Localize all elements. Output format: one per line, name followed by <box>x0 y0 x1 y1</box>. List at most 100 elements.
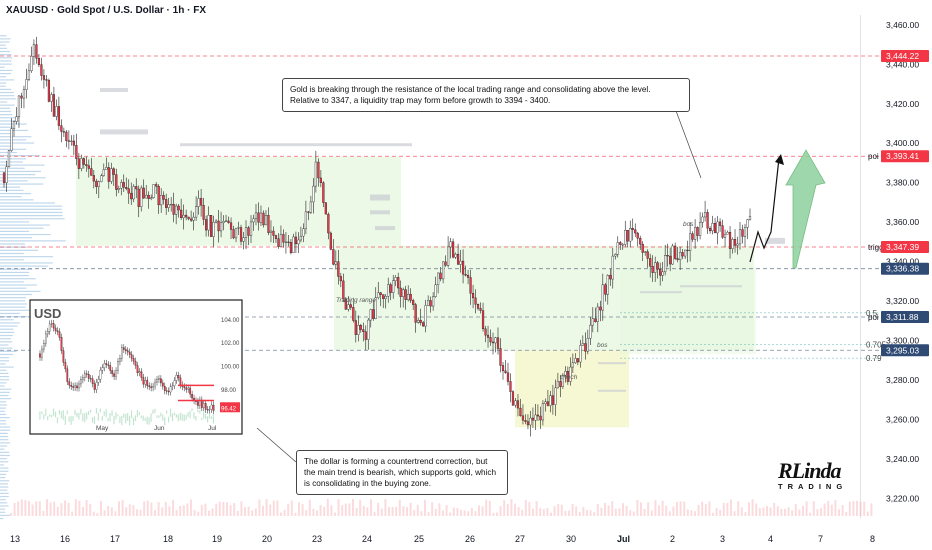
inset-candle-body <box>160 378 162 384</box>
volume-bar <box>830 504 833 516</box>
volume-profile-bar <box>0 442 11 444</box>
volume-bar <box>463 510 466 516</box>
volume-profile-bar <box>0 278 36 280</box>
volume-bar <box>262 505 264 516</box>
order-block <box>100 129 148 135</box>
candle-body <box>486 334 490 338</box>
candle-body <box>591 318 594 326</box>
candle-body <box>442 261 445 280</box>
volume-profile-bar <box>0 268 33 270</box>
inset-candle-body <box>72 386 74 388</box>
candle-body <box>372 309 375 319</box>
volume-profile-bar <box>0 227 44 229</box>
inset-volume-bar <box>52 408 55 416</box>
inset-candle-body <box>177 375 180 379</box>
candle-body <box>736 243 739 246</box>
x-tick-label: 27 <box>515 534 525 544</box>
y-tick-label: 3,400.00 <box>886 138 919 148</box>
candle-body <box>634 229 637 234</box>
inset-volume-bar <box>51 414 53 418</box>
volume-profile-bar <box>0 237 32 239</box>
volume-bar <box>593 512 596 516</box>
candle-body <box>90 168 93 176</box>
volume-bar <box>118 501 120 516</box>
volume-bar <box>859 501 862 516</box>
inset-candle-body <box>91 378 94 384</box>
inset-volume-bar <box>183 414 185 422</box>
candle-body <box>738 229 742 245</box>
volume-profile-bar <box>0 281 24 283</box>
volume-profile-bar <box>0 347 13 349</box>
candle-body <box>72 140 75 146</box>
candle-body <box>284 241 288 243</box>
volume-profile-bar <box>0 379 10 381</box>
inset-volume-bar <box>130 410 133 419</box>
volume-profile-bar <box>0 95 15 97</box>
volume-bar <box>647 502 650 516</box>
inset-candle-body <box>167 390 170 393</box>
inset-volume-bar <box>56 417 59 424</box>
y-tick-label: 3,320.00 <box>886 296 919 306</box>
candle-body <box>304 211 307 230</box>
volume-bar <box>805 501 808 516</box>
volume-bar <box>265 499 268 516</box>
inset-volume-bar <box>115 412 117 420</box>
inset-candle-body <box>183 386 186 388</box>
volume-profile-bar <box>0 262 53 264</box>
volume-bar <box>582 506 585 516</box>
volume-bar <box>49 502 52 516</box>
volume-profile-bar <box>0 252 24 255</box>
candle-body <box>299 235 303 241</box>
candle-body <box>142 187 145 199</box>
volume-bar <box>762 507 765 516</box>
inset-volume-bar <box>179 412 181 421</box>
volume-profile-bar <box>0 309 30 311</box>
volume-profile-bar <box>0 57 13 59</box>
inset-volume-bar <box>175 414 177 418</box>
volume-profile-bar <box>0 357 10 359</box>
candle-body <box>531 417 535 421</box>
volume-profile-bar <box>0 458 7 460</box>
inset-candle-body <box>64 362 67 370</box>
volume-profile-bar <box>0 249 39 251</box>
candle-body <box>30 56 33 72</box>
volume-bar <box>175 510 178 516</box>
x-tick-label: 25 <box>414 534 424 544</box>
candle-body <box>190 218 193 221</box>
candle-body <box>576 358 579 363</box>
candle-body <box>27 70 31 80</box>
inset-volume-bar <box>177 414 179 422</box>
volume-bar <box>10 512 12 516</box>
inset-candle-body <box>80 379 82 385</box>
candle-body <box>352 307 355 321</box>
inset-candle-body <box>189 387 191 395</box>
chart-annotation: Trading range <box>336 297 376 304</box>
volume-profile-bar <box>0 404 8 406</box>
volume-profile-bar <box>0 139 27 141</box>
candle-body <box>140 187 143 207</box>
volume-profile-bar <box>0 344 9 346</box>
inset-candle-body <box>202 403 205 408</box>
candle-body <box>165 199 168 208</box>
volume-bar <box>298 502 300 516</box>
volume-bar <box>751 499 754 516</box>
candle-body <box>506 372 510 382</box>
inset-candle-body <box>76 385 78 389</box>
candle-body <box>85 164 88 166</box>
inset-volume-bar <box>168 416 170 423</box>
candle-body <box>160 195 163 206</box>
volume-bar <box>488 500 491 516</box>
volume-bar <box>769 507 772 516</box>
volume-profile-bar <box>0 451 10 453</box>
inset-volume-bar <box>47 416 49 421</box>
candle-body <box>454 253 457 258</box>
inset-candle-body <box>119 358 121 362</box>
inset-volume-bar <box>62 410 64 420</box>
candle-body <box>549 395 552 406</box>
volume-bar <box>820 508 822 516</box>
candle-body <box>626 230 629 242</box>
volume-profile-bar <box>0 85 6 87</box>
volume-bar <box>560 504 563 516</box>
volume-bar <box>697 504 700 516</box>
